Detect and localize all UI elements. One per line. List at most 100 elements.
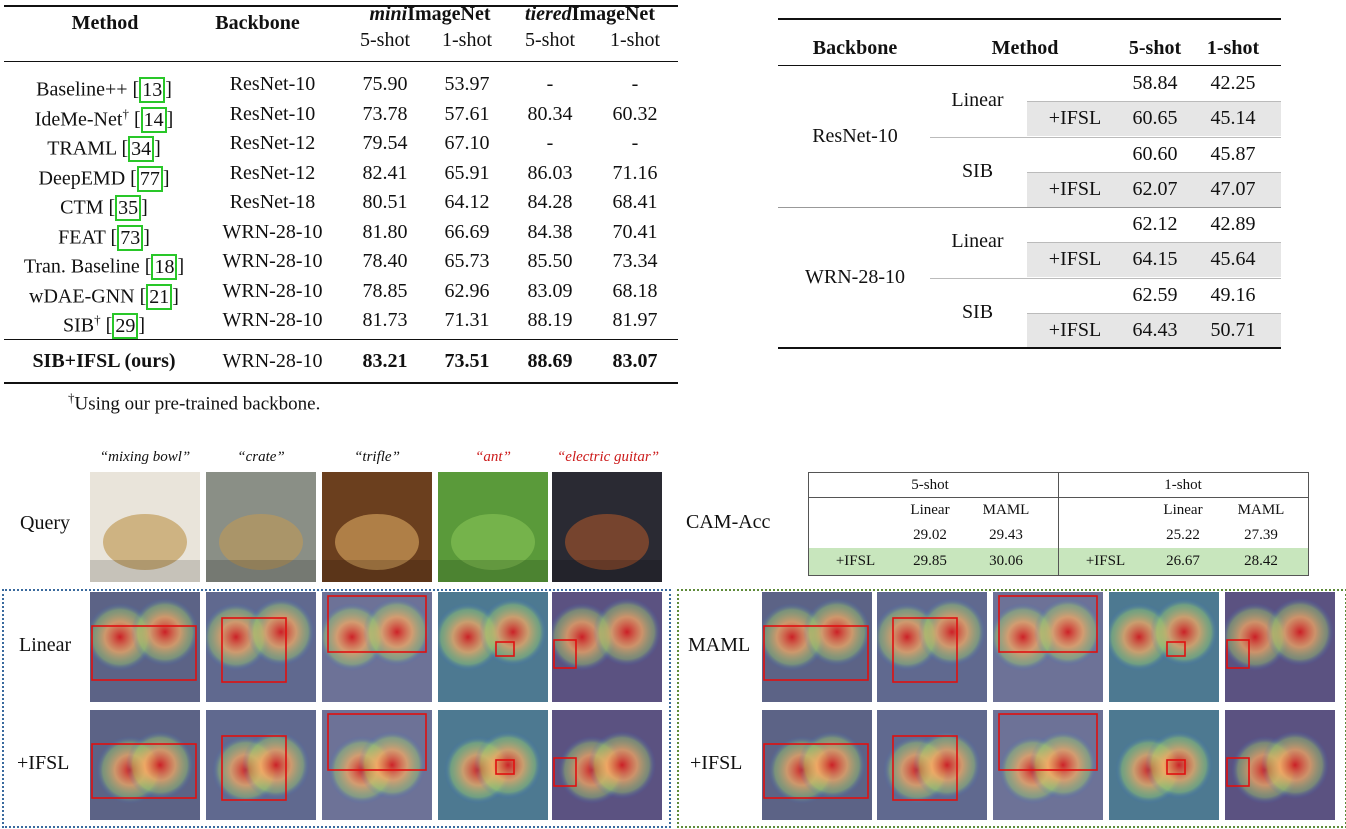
cam-col-linear-5: Linear bbox=[910, 502, 950, 518]
citation-link[interactable]: 77 bbox=[136, 165, 163, 192]
cam-right-rule bbox=[1308, 472, 1309, 576]
class-caption: “crate” bbox=[237, 449, 285, 465]
row-label-ifsl-right: +IFSL bbox=[690, 752, 743, 774]
table1-row-backbone: WRN-28-10 bbox=[222, 280, 323, 302]
table1-row-tiered-5shot: 80.34 bbox=[527, 103, 573, 125]
table1-row-mini-1shot: 66.69 bbox=[444, 221, 490, 243]
cam-col-maml-5: MAML bbox=[982, 502, 1030, 518]
table1-row-backbone: ResNet-12 bbox=[229, 162, 316, 184]
table1-row-backbone: WRN-28-10 bbox=[222, 221, 323, 243]
citation-link[interactable]: 35 bbox=[115, 194, 142, 221]
table1-ours-rule bbox=[4, 339, 678, 340]
table1-top-rule bbox=[4, 5, 678, 7]
query-image-mixing-bowl bbox=[90, 472, 200, 582]
class-caption: “ant” bbox=[475, 449, 511, 465]
cam-header-5shot: 5-shot bbox=[911, 477, 949, 493]
citation-link[interactable]: 13 bbox=[139, 76, 166, 103]
table2-base-5shot: 58.84 bbox=[1132, 72, 1178, 94]
table2-method-rule bbox=[930, 137, 1281, 138]
query-image-ant bbox=[438, 472, 548, 582]
table1-row-method: Tran. Baseline [18] bbox=[23, 253, 185, 280]
table2-sub-rule bbox=[1027, 313, 1281, 314]
table1-row-mini-5shot: 79.54 bbox=[362, 132, 408, 154]
table2-sub-rule bbox=[1027, 101, 1281, 102]
table1-row-method: TRAML [34] bbox=[47, 135, 161, 162]
table1-ours-tiered1: 83.07 bbox=[612, 350, 658, 372]
heatmap-linear-mixing-bowl bbox=[90, 592, 200, 702]
table1-ours-tiered5: 88.69 bbox=[527, 350, 573, 372]
table2-top-rule bbox=[778, 18, 1281, 20]
table1-header-mini-5shot: 5-shot bbox=[360, 29, 410, 51]
table1-row-mini-1shot: 65.91 bbox=[444, 162, 490, 184]
cam-ifsl-label-5: +IFSL bbox=[835, 553, 876, 569]
table1-row-method: DeepEMD [77] bbox=[38, 165, 170, 192]
table1-row-tiered-5shot: - bbox=[546, 73, 554, 95]
table1-row-tiered-1shot: 70.41 bbox=[612, 221, 658, 243]
citation-link[interactable]: 29 bbox=[112, 312, 139, 339]
table1-row-method: wDAE-GNN [21] bbox=[29, 283, 179, 310]
table1-row-mini-1shot: 67.10 bbox=[444, 132, 490, 154]
table1-row-backbone: WRN-28-10 bbox=[222, 250, 323, 272]
table2-header-5shot: 5-shot bbox=[1128, 37, 1182, 59]
query-image-crate bbox=[206, 472, 316, 582]
table2-ifsl-1shot: 45.64 bbox=[1210, 248, 1256, 270]
heatmap-maml-trifle bbox=[993, 592, 1103, 702]
citation-link[interactable]: 73 bbox=[117, 224, 144, 251]
heatmap-linear-electric-guitar bbox=[552, 592, 662, 702]
table2-ifsl-5shot: 64.15 bbox=[1132, 248, 1178, 270]
table2-base-1shot: 42.25 bbox=[1210, 72, 1256, 94]
table2-header-1shot: 1-shot bbox=[1206, 37, 1260, 59]
table1-row-mini-5shot: 73.78 bbox=[362, 103, 408, 125]
table1-row-mini-5shot: 80.51 bbox=[362, 191, 408, 213]
table1-footnote: †Using our pre-trained backbone. bbox=[68, 390, 321, 415]
heatmap-maml-ifsl-ant bbox=[1109, 710, 1219, 820]
class-caption: “trifle” bbox=[354, 449, 400, 465]
heatmap-linear-ifsl-electric-guitar bbox=[552, 710, 662, 820]
table1-row-backbone: ResNet-18 bbox=[229, 191, 316, 213]
cam-ifsl-linear-1: 26.67 bbox=[1166, 553, 1200, 569]
table2-backbone: ResNet-10 bbox=[812, 125, 898, 147]
table1-row-method: IdeMe-Net† [14] bbox=[34, 106, 174, 133]
table1-header-tiered-5shot: 5-shot bbox=[525, 29, 575, 51]
heatmap-linear-ifsl-mixing-bowl bbox=[90, 710, 200, 820]
table1-header-tiered: tieredImageNet bbox=[525, 3, 655, 25]
citation-link[interactable]: 21 bbox=[146, 283, 173, 310]
heatmap-linear-ifsl-trifle bbox=[322, 710, 432, 820]
table1-row-backbone: WRN-28-10 bbox=[222, 309, 323, 331]
table2-ifsl-label: +IFSL bbox=[1048, 319, 1102, 341]
table1-row-tiered-5shot: 86.03 bbox=[527, 162, 573, 184]
cam-ifsl-label-1: +IFSL bbox=[1085, 553, 1126, 569]
heatmap-maml-electric-guitar bbox=[1225, 592, 1335, 702]
table1-row-tiered-5shot: - bbox=[546, 132, 554, 154]
table1-row-mini-1shot: 62.96 bbox=[444, 280, 490, 302]
cam-acc-label: CAM-Acc bbox=[686, 511, 771, 533]
table1-bottom-rule bbox=[4, 382, 678, 384]
table1-row-backbone: ResNet-12 bbox=[229, 132, 316, 154]
heatmap-maml-ifsl-electric-guitar bbox=[1225, 710, 1335, 820]
citation-link[interactable]: 14 bbox=[140, 106, 167, 133]
table2-bottom-rule bbox=[778, 347, 1281, 349]
citation-link[interactable]: 34 bbox=[128, 135, 155, 162]
cam-base-maml-5: 29.43 bbox=[989, 527, 1023, 543]
table1-ours-mini1: 73.51 bbox=[444, 350, 490, 372]
heatmap-maml-ifsl-crate bbox=[877, 710, 987, 820]
heatmap-maml-crate bbox=[877, 592, 987, 702]
row-label-linear: Linear bbox=[19, 634, 72, 656]
heatmap-linear-ifsl-ant bbox=[438, 710, 548, 820]
table1-ours-backbone: WRN-28-10 bbox=[222, 350, 323, 372]
table2-ifsl-row-bg bbox=[1027, 172, 1281, 207]
table1-ours-mini5: 83.21 bbox=[362, 350, 408, 372]
table1-row-method: Baseline++ [13] bbox=[36, 76, 172, 103]
table2-ifsl-1shot: 45.14 bbox=[1210, 107, 1256, 129]
heatmap-linear-trifle bbox=[322, 592, 432, 702]
table1-row-mini-1shot: 53.97 bbox=[444, 73, 490, 95]
table2-header-backbone: Backbone bbox=[812, 37, 898, 59]
table1-row-method: CTM [35] bbox=[60, 194, 148, 221]
cam-ifsl-linear-5: 29.85 bbox=[913, 553, 947, 569]
cam-mid-rule bbox=[1058, 472, 1059, 576]
table1-row-method: SIB† [29] bbox=[63, 312, 145, 339]
table2-sub-rule bbox=[1027, 172, 1281, 173]
table1-row-tiered-5shot: 84.38 bbox=[527, 221, 573, 243]
table2-ifsl-5shot: 62.07 bbox=[1132, 178, 1178, 200]
citation-link[interactable]: 18 bbox=[151, 253, 178, 280]
